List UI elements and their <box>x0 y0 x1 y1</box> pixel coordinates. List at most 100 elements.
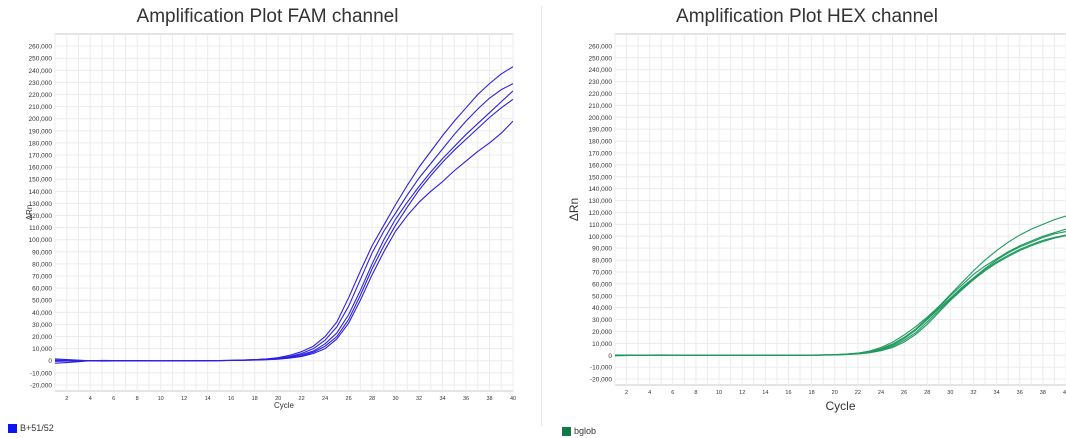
y-tick-label: 140,000 <box>589 186 613 193</box>
chart-title: Amplification Plot FAM channel <box>136 6 399 27</box>
y-tick-label: 110,000 <box>589 222 612 229</box>
y-tick-label: 0 <box>608 353 612 360</box>
x-tick-label: 32 <box>970 390 976 396</box>
fam-chart-svg: -20,000 -10,000 0 10,000 20,000 30,000 40,000 5… <box>25 33 516 410</box>
hex-chart-panel: Amplification Plot HEX channel -20,000 -1… <box>548 0 1066 438</box>
x-tick-label: 18 <box>252 396 258 402</box>
y-tick-label: -20,000 <box>590 377 612 384</box>
x-tick-label: 30 <box>947 390 953 396</box>
x-tick-label: 6 <box>112 396 115 402</box>
y-tick-label: 70,000 <box>592 269 612 276</box>
y-tick-label: 160,000 <box>29 165 53 172</box>
series-line-5 <box>615 235 1066 357</box>
legend: bglob <box>562 426 596 436</box>
y-tick-label: 80,000 <box>32 261 52 268</box>
x-tick-label: 14 <box>762 390 768 396</box>
x-tick-label: 22 <box>855 390 861 396</box>
x-tick-label: 12 <box>739 390 745 396</box>
y-tick-label: 190,000 <box>589 127 613 134</box>
y-tick-label: 150,000 <box>589 174 613 181</box>
x-tick-label: 30 <box>393 396 399 402</box>
x-tick-label: 6 <box>671 390 674 396</box>
y-tick-label: 230,000 <box>29 80 53 87</box>
y-tick-label: -10,000 <box>30 370 52 377</box>
y-tick-label: 50,000 <box>592 293 612 300</box>
y-tick-label: 60,000 <box>32 286 52 293</box>
y-tick-label: 260,000 <box>589 43 613 50</box>
y-tick-label: -10,000 <box>590 365 612 372</box>
x-tick-label: 10 <box>158 396 164 402</box>
y-tick-label: 140,000 <box>29 189 53 196</box>
y-tick-label: 110,000 <box>29 225 52 232</box>
legend-label: B+51/52 <box>20 423 54 433</box>
x-tick-label: 4 <box>89 396 92 402</box>
x-tick-label: 38 <box>486 396 492 402</box>
chart-title: Amplification Plot HEX channel <box>676 6 938 27</box>
x-tick-label: 24 <box>322 396 328 402</box>
y-tick-label: 30,000 <box>592 317 612 324</box>
x-tick-label: 20 <box>275 396 281 402</box>
y-tick-label: 100,000 <box>589 234 613 241</box>
hex-chart-svg: -20,000 -10,000 0 10,000 20,000 30,000 40,000 5… <box>567 33 1066 413</box>
y-tick-label: 160,000 <box>589 162 613 169</box>
x-tick-label: 10 <box>716 390 722 396</box>
x-tick-label: 28 <box>369 396 375 402</box>
y-tick-label: 170,000 <box>589 150 613 157</box>
x-tick-label: 36 <box>463 396 469 402</box>
y-tick-label: 260,000 <box>29 44 53 51</box>
y-tick-label: 210,000 <box>29 104 53 111</box>
y-tick-label: 200,000 <box>29 116 53 123</box>
x-tick-label: 28 <box>924 390 930 396</box>
y-tick-label: 10,000 <box>32 346 52 353</box>
y-tick-label: -20,000 <box>30 382 52 389</box>
y-tick-label: 230,000 <box>589 79 613 86</box>
x-tick-label: 26 <box>901 390 907 396</box>
legend-swatch <box>562 426 571 436</box>
y-tick-label: 130,000 <box>589 198 613 205</box>
plot-area <box>614 33 1066 386</box>
y-tick-label: 220,000 <box>589 91 613 98</box>
y-tick-label: 0 <box>48 358 52 365</box>
y-tick-label: 250,000 <box>589 55 613 62</box>
y-tick-label: 130,000 <box>29 201 53 208</box>
y-tick-label: 10,000 <box>592 341 612 348</box>
fam-chart-panel: Amplification Plot FAM channel -20,000 -1… <box>8 6 516 433</box>
y-tick-label: 200,000 <box>589 115 613 122</box>
y-tick-label: 100,000 <box>29 237 53 244</box>
y-axis-label: ΔRn <box>567 198 581 221</box>
y-tick-label: 40,000 <box>592 305 612 312</box>
y-tick-label: 180,000 <box>589 139 613 146</box>
y-tick-label: 190,000 <box>29 128 53 135</box>
x-tick-label: 40 <box>1063 390 1066 396</box>
plot-area <box>54 33 514 392</box>
x-tick-label: 32 <box>416 396 422 402</box>
y-tick-label: 120,000 <box>589 210 613 217</box>
y-tick-label: 80,000 <box>592 258 612 265</box>
y-tick-label: 20,000 <box>592 329 612 336</box>
series-group <box>615 215 1066 357</box>
y-tick-label: 150,000 <box>29 177 53 184</box>
y-tick-label: 70,000 <box>32 274 52 281</box>
legend-label: bglob <box>574 426 597 436</box>
x-axis-label: Cycle <box>825 399 855 413</box>
x-tick-label: 40 <box>510 396 516 402</box>
series-line-5 <box>55 120 513 362</box>
y-tick-label: 120,000 <box>29 213 53 220</box>
x-tick-label: 8 <box>694 390 697 396</box>
x-tick-label: 38 <box>1040 390 1046 396</box>
legend-swatch <box>8 423 17 433</box>
y-tick-label: 250,000 <box>29 56 53 63</box>
legend: B+51/52 <box>8 423 54 433</box>
x-tick-label: 2 <box>65 396 68 402</box>
x-tick-label: 8 <box>136 396 139 402</box>
x-tick-label: 34 <box>994 390 1000 396</box>
x-tick-label: 36 <box>1017 390 1023 396</box>
y-axis-label: ΔRn <box>25 205 34 221</box>
y-tick-label: 90,000 <box>592 246 612 253</box>
y-tick-label: 40,000 <box>32 310 52 317</box>
x-tick-label: 14 <box>205 396 211 402</box>
y-tick-label: 220,000 <box>29 92 53 99</box>
y-tick-label: 50,000 <box>32 298 52 305</box>
x-tick-label: 2 <box>625 390 628 396</box>
x-tick-label: 24 <box>878 390 884 396</box>
